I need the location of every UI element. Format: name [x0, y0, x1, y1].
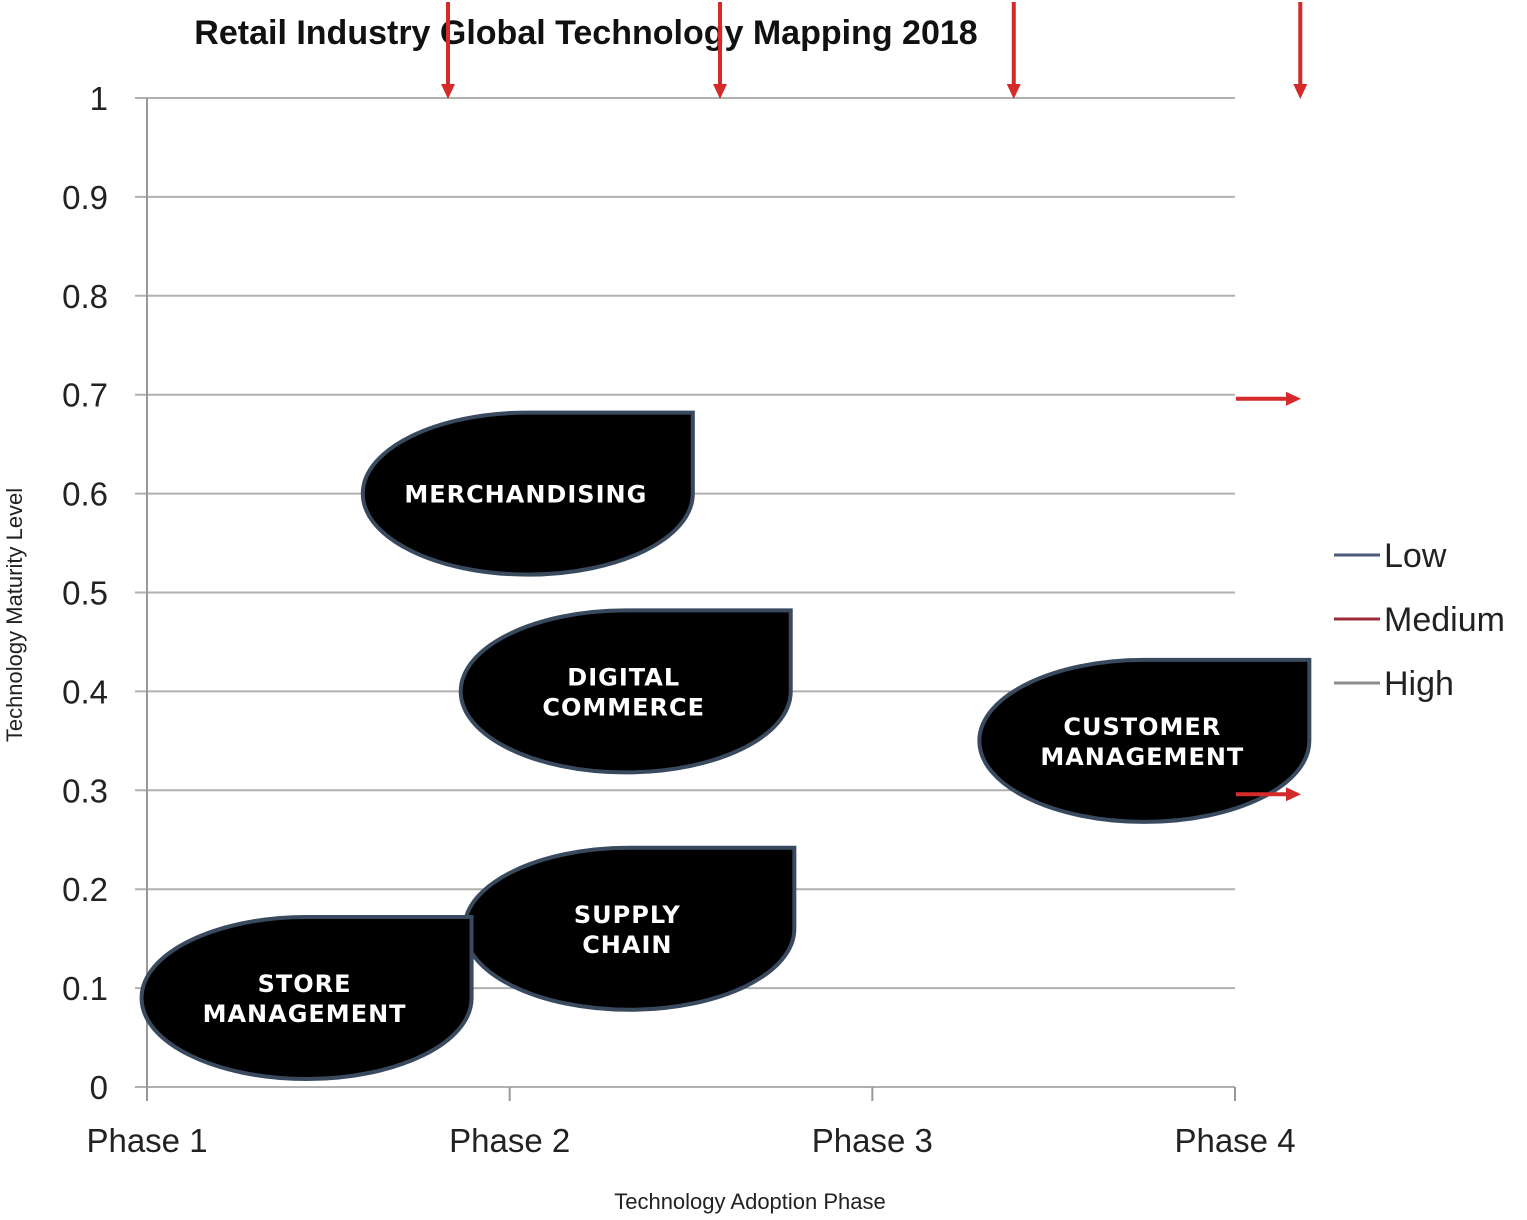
- red-down-arrow: [1293, 2, 1308, 99]
- x-axis-label: Technology Adoption Phase: [614, 1189, 886, 1214]
- y-tick-label: 0.8: [62, 278, 108, 315]
- technology-area-shape: [458, 608, 793, 775]
- y-tick-label: 0.2: [62, 871, 108, 908]
- y-tick-label: 1: [90, 80, 108, 117]
- x-tick-label: Phase 4: [1174, 1122, 1295, 1159]
- technology-area-label: MERCHANDISING: [404, 481, 647, 509]
- y-tick-label: 0.1: [62, 970, 108, 1007]
- y-axis-label: Technology Maturity Level: [2, 488, 27, 742]
- legend-label: Medium: [1384, 601, 1505, 639]
- arrow-head: [441, 84, 456, 99]
- y-tick-label: 0.3: [62, 772, 108, 809]
- x-tick-label: Phase 2: [449, 1122, 570, 1159]
- technology-area-label: COMMERCE: [542, 693, 705, 721]
- arrow-head: [1286, 787, 1301, 802]
- chart-title: Retail Industry Global Technology Mappin…: [194, 14, 977, 52]
- y-tick-label: 0.5: [62, 575, 108, 612]
- arrow-head: [713, 84, 728, 99]
- arrow-head: [1286, 391, 1301, 406]
- technology-area-label: DIGITAL: [567, 663, 680, 691]
- technology-area-label: STORE: [258, 970, 352, 998]
- axes: 0 0.1 0.2 0.3 0.4 0.5 0.6 0.7 0.8 0.9 1 Phase 1 Phas…: [62, 80, 1295, 1159]
- y-tick-label: 0: [90, 1069, 108, 1106]
- red-right-arrow: [1236, 391, 1301, 406]
- technology-area-label: MANAGEMENT: [1040, 743, 1244, 771]
- red-down-arrow: [1006, 2, 1021, 99]
- red-down-arrow: [713, 2, 728, 99]
- x-tick-label: Phase 1: [86, 1122, 207, 1159]
- technology-area: MERCHANDISING: [360, 410, 695, 577]
- arrow-head: [1293, 84, 1308, 99]
- legend-item: Medium: [1334, 601, 1505, 639]
- technology-areas: MERCHANDISINGDIGITALCOMMERCESUPPLYCHAINS…: [139, 410, 1312, 1081]
- legend-label: High: [1384, 665, 1454, 703]
- technology-area-label: SUPPLY: [574, 901, 681, 929]
- red-arrows: [441, 2, 1308, 802]
- y-tick-label: 0.9: [62, 179, 108, 216]
- technology-area-shape: [139, 914, 474, 1081]
- arrow-head: [1006, 84, 1021, 99]
- technology-area-shape: [360, 410, 695, 577]
- y-tick-label: 0.6: [62, 476, 108, 513]
- technology-area-shape: [462, 845, 797, 1012]
- technology-area-label: CHAIN: [582, 931, 672, 959]
- technology-area-label: CUSTOMER: [1063, 713, 1221, 741]
- x-tick-label: Phase 3: [812, 1122, 933, 1159]
- technology-area-label: MANAGEMENT: [203, 1000, 407, 1028]
- red-right-arrow: [1236, 787, 1301, 802]
- red-down-arrow: [441, 2, 456, 99]
- legend-item: Low: [1334, 537, 1447, 575]
- legend-item: High: [1334, 665, 1454, 703]
- y-tick-label: 0.7: [62, 377, 108, 414]
- y-tick-label: 0.4: [62, 673, 108, 710]
- legend: Low Medium High: [1334, 537, 1505, 703]
- legend-label: Low: [1384, 537, 1447, 575]
